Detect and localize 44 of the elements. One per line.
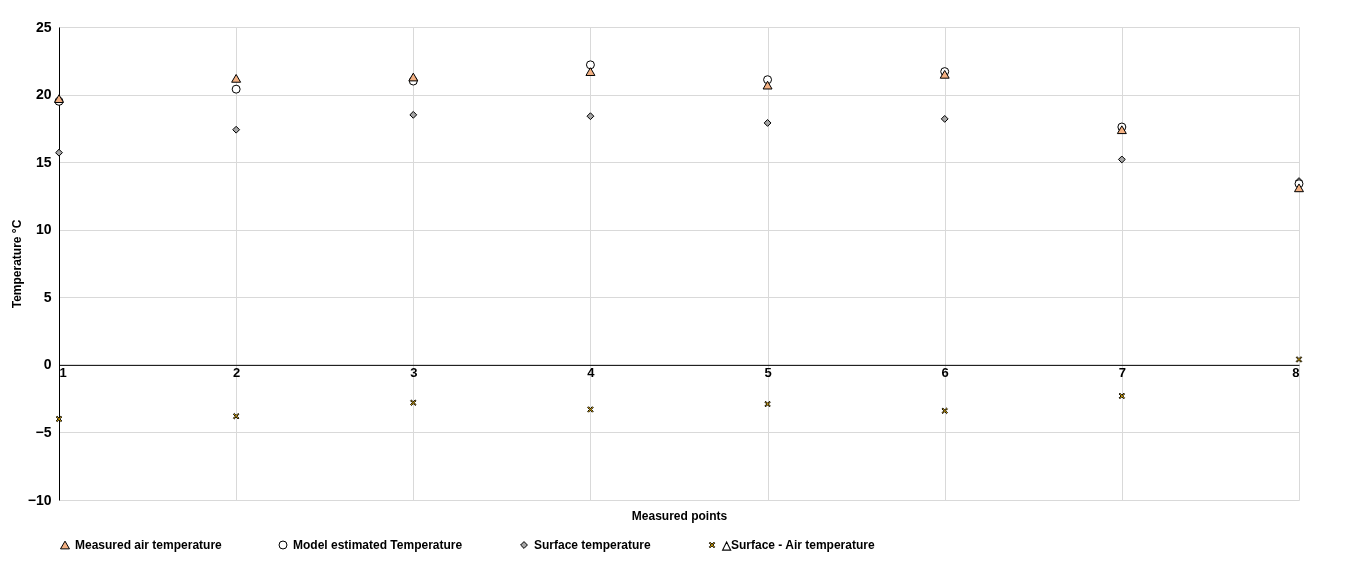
legend-label: Surface temperature [534,538,652,552]
point [587,406,594,413]
x-axis-title: Measured points [631,508,728,523]
legend-label: Measured air temperature [75,538,223,552]
point [585,60,595,70]
y-tick-label: −10 [27,491,52,508]
x-tick-label: 6 [941,365,949,381]
point [231,73,242,83]
y-tick-label: 15 [35,153,52,170]
x-tick-label: 2 [233,365,241,381]
y-tick-label: 25 [35,18,52,35]
point [585,67,596,76]
point [232,125,241,134]
point [1118,392,1126,400]
point [1295,356,1303,363]
point [764,400,771,408]
point [55,148,63,157]
y-tick-label: 5 [43,288,52,305]
point [55,415,63,423]
point [763,119,772,127]
x-tick-label: 3 [410,365,418,381]
y-tick-label: 20 [35,86,52,103]
y-tick-label: −5 [35,423,52,440]
y-axis-title: Temperature °C [9,219,24,309]
point [231,84,241,94]
x-tick-label: 5 [764,365,772,381]
point [409,110,418,119]
y-tick-label: 10 [35,221,52,238]
x-tick-label: 7 [1118,365,1126,381]
x-tick-label: 1 [59,365,67,381]
legend-label: Model estimated Temperature [293,538,463,552]
point [940,114,949,123]
point [410,399,417,406]
point [762,80,773,90]
legend-label: △Surface - Air temperature [721,538,875,552]
point [408,72,419,82]
point [1294,183,1304,193]
point [586,112,595,121]
point [941,407,948,415]
point [1117,155,1126,164]
y-tick-label: 0 [43,356,52,373]
x-tick-label: 8 [1292,365,1300,381]
x-tick-label: 4 [587,365,596,381]
point [232,412,240,420]
